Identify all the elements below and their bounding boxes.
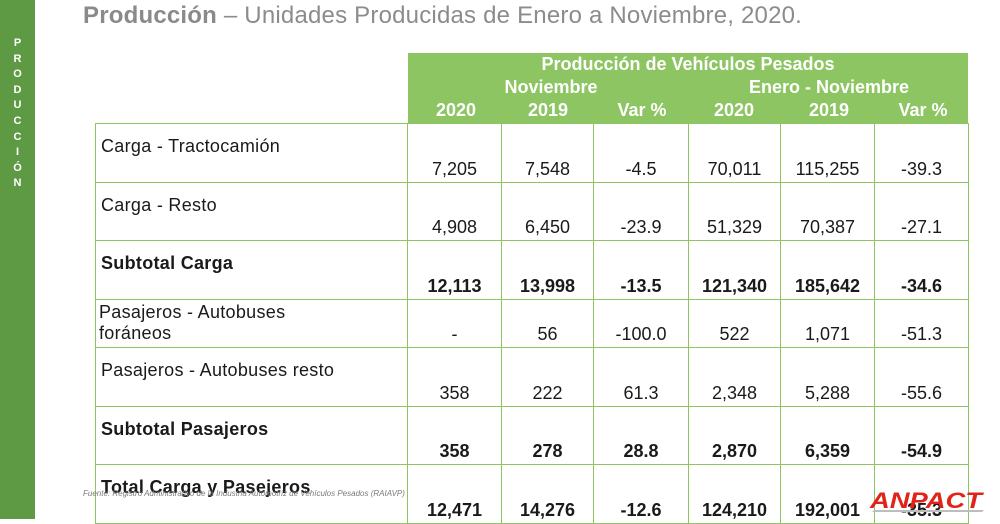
table-cell: 61.3 [593,347,689,407]
table-cell: 278 [501,405,594,465]
row-label: Subtotal Pasajeros [95,405,408,465]
row-label-line: foráneos [99,322,172,343]
table-cell: 13,998 [501,240,594,300]
table-cell: 115,255 [780,123,875,183]
header-main: Producción de Vehículos Pesados [541,54,835,74]
table-row: Pasajeros - Autobuses resto 358 222 61.3… [95,347,969,407]
production-table: Carga - Tractocamión 7,205 7,548 -4.5 70… [95,123,969,524]
side-label-letter: P [13,37,22,49]
side-label-letter: I [15,146,20,159]
table-cell: 6,359 [780,405,875,465]
table-cell: 28.8 [593,405,689,465]
table-cell: 358 [407,347,502,407]
table-cell: -39.3 [874,123,969,183]
table-cell: -34.6 [874,240,969,300]
table-cell: 7,548 [501,123,594,183]
table-cell: 4,908 [407,181,502,241]
column-header: 2020 [713,100,755,120]
table-cell: - [407,298,502,348]
header-group-enero-noviembre: Enero - Noviembre [748,77,910,97]
side-label-letter: Ó [13,161,22,174]
table-cell: -13.5 [593,240,689,300]
column-header: Var % [898,100,948,120]
table-row-subtotal: Subtotal Carga 12,113 13,998 -13.5 121,3… [95,240,969,300]
table-cell: 7,205 [407,123,502,183]
table-cell: -23.9 [593,181,689,241]
table-cell: -35.3 [874,464,969,524]
row-label: Carga - Tractocamión [95,123,408,183]
table-cell: 70,387 [780,181,875,241]
side-label-letter: N [13,177,22,190]
side-label-letter: C [13,114,22,127]
title-bold: Producción [83,2,218,29]
column-header: Var % [617,100,667,120]
table-cell: -4.5 [593,123,689,183]
row-label: Subtotal Carga [95,240,408,300]
table-cell: 1,071 [780,298,875,348]
page-title: Producción – Unidades Producidas de Ener… [83,2,802,30]
side-bar [0,0,35,519]
table-cell: 2,870 [688,405,781,465]
table-cell: 51,329 [688,181,781,241]
row-label: Pasajeros - Autobuses foráneos [95,298,408,348]
table-row: Carga - Tractocamión 7,205 7,548 -4.5 70… [95,123,969,183]
table-cell: -55.6 [874,347,969,407]
table-cell: 70,011 [688,123,781,183]
table-cell: 185,642 [780,240,875,300]
table-row: Pasajeros - Autobuses foráneos - 56 -100.… [95,298,969,348]
table-cell: 358 [407,405,502,465]
table-cell: -27.1 [874,181,969,241]
table-cell: 56 [501,298,594,348]
column-header: 2019 [527,100,569,120]
row-label: Pasajeros - Autobuses resto [95,347,408,407]
side-label-letter: O [13,68,22,81]
anpact-logo: ANPACT [869,488,984,513]
side-label-letter: D [13,83,22,96]
row-label: Carga - Resto [95,181,408,241]
table-cell: -100.0 [593,298,689,348]
table-row-total: Total Carga y Pasejeros 12,471 14,276 -1… [95,464,969,524]
logo-text: ANPACT [869,488,984,513]
table-cell: 14,276 [501,464,594,524]
table-cell: 121,340 [688,240,781,300]
table-header [408,53,968,123]
side-label-letter: R [13,52,22,65]
header-group-noviembre: Noviembre [504,77,598,97]
table-cell: 12,113 [407,240,502,300]
row-label: Total Carga y Pasejeros [95,464,408,524]
column-header: 2020 [435,100,477,120]
side-label-letter: U [13,99,22,112]
table-cell: -12.6 [593,464,689,524]
table-cell: 2,348 [688,347,781,407]
table-cell: 124,210 [688,464,781,524]
source-footnote: Fuente: Registro Administrativo de la In… [83,489,405,498]
column-header: 2019 [808,100,850,120]
table-row-subtotal: Subtotal Pasajeros 358 278 28.8 2,870 6,… [95,405,969,465]
table-row: Carga - Resto 4,908 6,450 -23.9 51,329 7… [95,181,969,241]
table-cell: 222 [501,347,594,407]
table-cell: 5,288 [780,347,875,407]
table-cell: 6,450 [501,181,594,241]
table-cell: 192,001 [780,464,875,524]
side-label-letter: C [13,130,22,143]
title-rest: – Unidades Producidas de Enero a Noviemb… [217,2,803,29]
table-cell: -51.3 [874,298,969,348]
table-cell: -54.9 [874,405,969,465]
table-cell: 522 [688,298,781,348]
row-label-line: Pasajeros - Autobuses [99,301,286,322]
table-cell: 12,471 [407,464,502,524]
